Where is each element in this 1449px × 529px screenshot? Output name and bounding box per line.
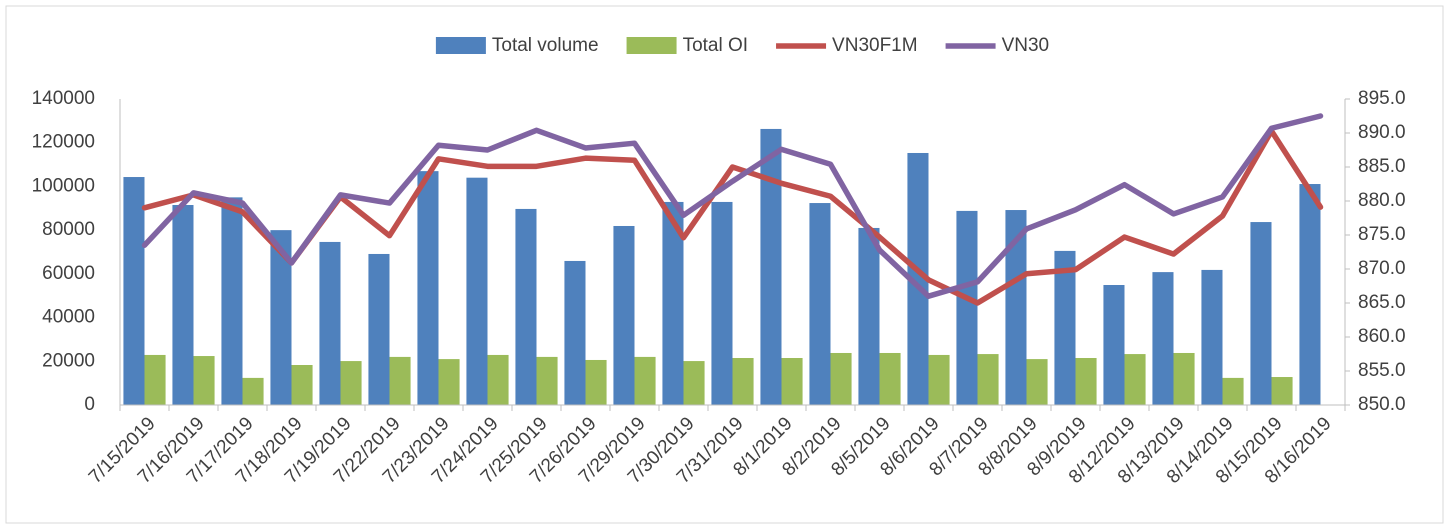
y-tick-label: 0: [84, 394, 95, 415]
legend-label: Total volume: [492, 35, 599, 56]
bar: [123, 177, 145, 405]
bar: [1299, 184, 1321, 405]
y-tick-label: 80000: [42, 219, 95, 240]
bar: [858, 227, 880, 405]
bar: [1124, 354, 1146, 405]
y2-tick-label: 855.0: [1358, 360, 1406, 381]
bar: [683, 361, 705, 405]
bar: [270, 230, 292, 405]
bar: [1271, 377, 1293, 405]
bar: [1075, 358, 1097, 405]
bar: [564, 260, 586, 405]
bar: [760, 128, 782, 406]
bar: [711, 201, 733, 405]
bar: [389, 356, 411, 405]
bar: [1201, 269, 1223, 405]
bar: [781, 358, 803, 405]
legend-item: Total volume: [435, 35, 599, 56]
y-tick-label: 40000: [42, 307, 95, 328]
y2-tick-label: 885.0: [1358, 156, 1406, 177]
bar: [368, 253, 390, 405]
bar: [1222, 377, 1244, 405]
bar: [417, 171, 439, 405]
bar: [515, 208, 537, 405]
legend-item: VN30F1M: [776, 35, 918, 56]
bar: [193, 356, 215, 405]
bar: [291, 365, 313, 405]
bar: [221, 197, 243, 405]
bar: [956, 210, 978, 405]
legend-item: Total OI: [626, 35, 748, 56]
y-tick-label: 140000: [32, 88, 95, 109]
legend-swatch: [435, 37, 486, 54]
bar: [928, 354, 950, 405]
bar: [1054, 250, 1076, 405]
bar: [1173, 352, 1195, 405]
legend-label: VN30: [1002, 35, 1050, 56]
bar: [466, 177, 488, 405]
bar: [1152, 272, 1174, 405]
bar: [536, 356, 558, 405]
y2-tick-label: 850.0: [1358, 394, 1406, 415]
legend-label: Total OI: [683, 35, 748, 56]
bar: [830, 352, 852, 405]
bar: [319, 241, 341, 405]
bar: [809, 203, 831, 405]
bar: [242, 377, 264, 405]
bar: [613, 225, 635, 405]
bar: [144, 354, 166, 405]
bar: [977, 354, 999, 405]
y2-tick-label: 895.0: [1358, 88, 1406, 109]
y-tick-label: 20000: [42, 350, 95, 371]
y2-tick-label: 880.0: [1358, 190, 1406, 211]
y-tick-label: 120000: [32, 132, 95, 153]
y2-tick-label: 860.0: [1358, 326, 1406, 347]
bar: [1103, 285, 1125, 405]
y2-tick-label: 875.0: [1358, 224, 1406, 245]
y2-tick-label: 865.0: [1358, 292, 1406, 313]
legend-label: VN30F1M: [832, 35, 918, 56]
legend-swatch: [626, 37, 677, 54]
bar: [438, 359, 460, 405]
line: [141, 113, 1324, 299]
bar: [907, 152, 929, 405]
bar: [634, 356, 656, 405]
y2-tick-label: 890.0: [1358, 122, 1406, 143]
bar: [879, 352, 901, 405]
bar: [1005, 210, 1027, 405]
y-tick-label: 60000: [42, 263, 95, 284]
bar: [662, 201, 684, 405]
y2-tick-label: 870.0: [1358, 258, 1406, 279]
bar: [1026, 359, 1048, 405]
bar: [585, 359, 607, 405]
y-tick-label: 100000: [32, 175, 95, 196]
bar: [487, 354, 509, 405]
legend-item: VN30: [945, 35, 1050, 56]
bar: [340, 361, 362, 405]
bar: [732, 358, 754, 405]
bar: [172, 205, 194, 405]
bar: [1250, 222, 1272, 405]
